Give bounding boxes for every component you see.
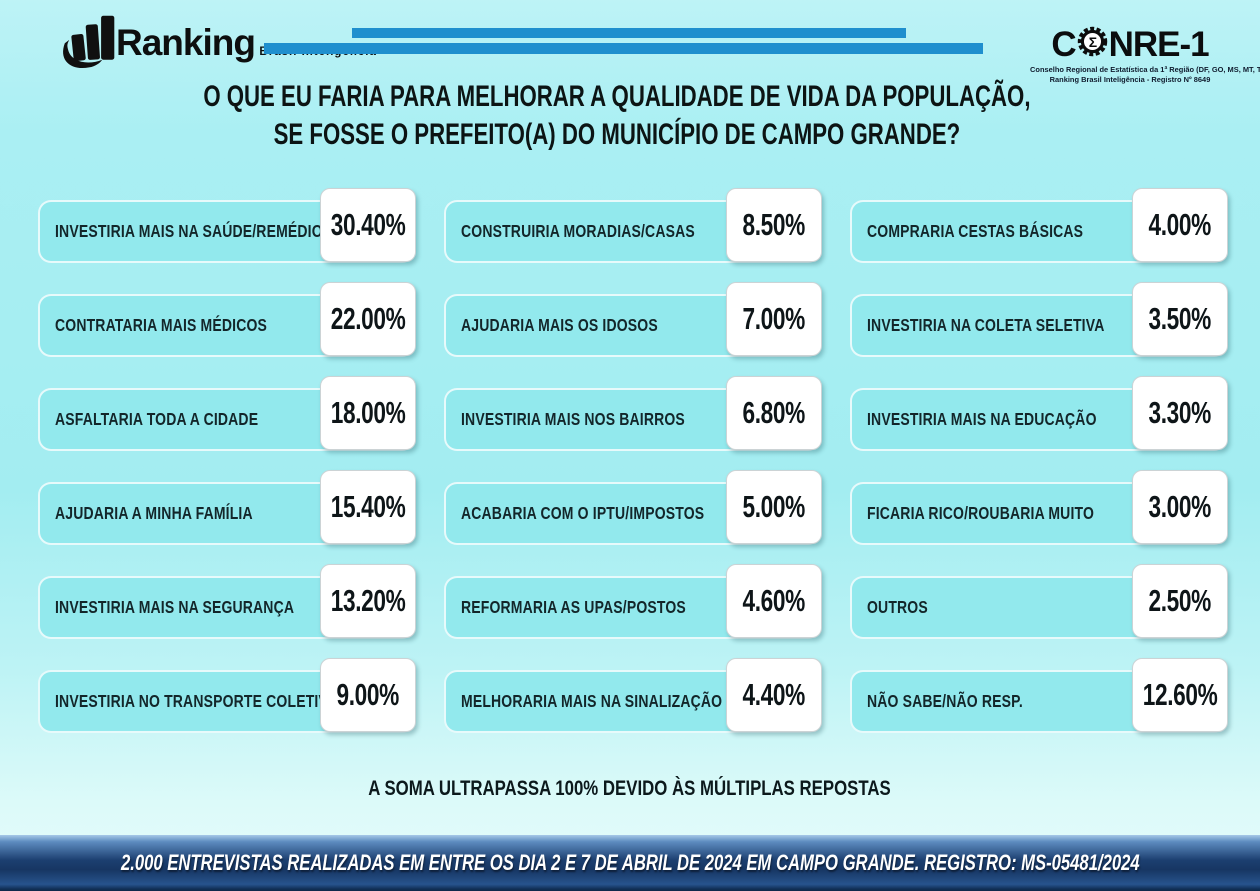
- survey-item-label: COMPRARIA CESTAS BÁSICAS: [867, 221, 1084, 241]
- survey-item: FICARIA RICO/ROUBARIA MUITO 3.00%: [850, 470, 1228, 545]
- decorative-bar-top: [352, 28, 906, 38]
- survey-item-label: ASFALTARIA TODA A CIDADE: [55, 409, 259, 429]
- percent-value: 3.00%: [1148, 489, 1212, 524]
- percent-badge: 13.20%: [320, 564, 416, 638]
- percent-value: 8.50%: [742, 207, 806, 242]
- percent-badge: 4.60%: [726, 564, 822, 638]
- title-line-2: SE FOSSE O PREFEITO(A) DO MUNICÍPIO DE C…: [273, 118, 961, 151]
- percent-badge: 2.50%: [1132, 564, 1228, 638]
- percent-badge: 8.50%: [726, 188, 822, 262]
- percent-badge: 3.00%: [1132, 470, 1228, 544]
- percent-badge: 7.00%: [726, 282, 822, 356]
- percent-value: 4.40%: [742, 677, 806, 712]
- conre-logo-name: C Σ NRE-1: [1028, 26, 1232, 63]
- percent-badge: 9.00%: [320, 658, 416, 732]
- survey-item-label: INVESTIRIA MAIS NOS BAIRROS: [461, 409, 685, 429]
- percent-value: 30.40%: [330, 207, 406, 242]
- ranking-chart-swoosh-icon: [56, 10, 122, 77]
- percent-value: 2.50%: [1148, 583, 1212, 618]
- decorative-bar-bottom: [264, 43, 983, 54]
- survey-item-label: INVESTIRIA MAIS NA SEGURANÇA: [55, 597, 295, 617]
- percent-badge: 5.00%: [726, 470, 822, 544]
- survey-item: INVESTIRIA MAIS NOS BAIRROS 6.80%: [444, 376, 822, 451]
- survey-item: CONSTRUIRIA MORADIAS/CASAS 8.50%: [444, 188, 822, 263]
- percent-badge: 4.40%: [726, 658, 822, 732]
- survey-item-label: INVESTIRIA MAIS NA EDUCAÇÃO: [867, 409, 1097, 429]
- survey-item: INVESTIRIA NA COLETA SELETIVA 3.50%: [850, 282, 1228, 357]
- percent-badge: 4.00%: [1132, 188, 1228, 262]
- survey-item: COMPRARIA CESTAS BÁSICAS 4.00%: [850, 188, 1228, 263]
- survey-item-label: REFORMARIA AS UPAS/POSTOS: [461, 597, 686, 617]
- survey-item-label: OUTROS: [867, 597, 928, 617]
- percent-badge: 22.00%: [320, 282, 416, 356]
- conre-name-left: C: [1051, 25, 1076, 64]
- survey-item-label: NÃO SABE/NÃO RESP.: [867, 691, 1023, 711]
- survey-grid: INVESTIRIA MAIS NA SAÚDE/REMÉDIOS 30.40%…: [38, 188, 1228, 733]
- footer-text: 2.000 ENTREVISTAS REALIZADAS EM ENTRE OS…: [120, 850, 1140, 875]
- survey-item-label: ACABARIA COM O IPTU/IMPOSTOS: [461, 503, 705, 523]
- gear-sigma-icon: Σ: [1077, 26, 1108, 63]
- page-title: O QUE EU FARIA PARA MELHORAR A QUALIDADE…: [0, 78, 1234, 154]
- percent-value: 3.30%: [1148, 395, 1212, 430]
- survey-item-label: CONSTRUIRIA MORADIAS/CASAS: [461, 221, 695, 241]
- title-line-1: O QUE EU FARIA PARA MELHORAR A QUALIDADE…: [203, 80, 1031, 113]
- ranking-logo-title: Ranking: [116, 22, 256, 63]
- survey-item: INVESTIRIA NO TRANSPORTE COLETIVO 9.00%: [38, 658, 416, 733]
- survey-item: INVESTIRIA MAIS NA SEGURANÇA 13.20%: [38, 564, 416, 639]
- survey-item: INVESTIRIA MAIS NA EDUCAÇÃO 3.30%: [850, 376, 1228, 451]
- survey-item: NÃO SABE/NÃO RESP. 12.60%: [850, 658, 1228, 733]
- survey-item: AJUDARIA MAIS OS IDOSOS 7.00%: [444, 282, 822, 357]
- survey-item: INVESTIRIA MAIS NA SAÚDE/REMÉDIOS 30.40%: [38, 188, 416, 263]
- percent-value: 5.00%: [742, 489, 806, 524]
- survey-item-label: INVESTIRIA MAIS NA SAÚDE/REMÉDIOS: [55, 221, 333, 241]
- percent-value: 22.00%: [330, 301, 406, 336]
- survey-item: OUTROS 2.50%: [850, 564, 1228, 639]
- conre-tagline-2: Ranking Brasil Inteligência - Registro N…: [1049, 74, 1211, 84]
- survey-item-label: MELHORARIA MAIS NA SINALIZAÇÃO: [461, 691, 723, 711]
- survey-item: MELHORARIA MAIS NA SINALIZAÇÃO 4.40%: [444, 658, 822, 733]
- survey-item: CONTRATARIA MAIS MÉDICOS 22.00%: [38, 282, 416, 357]
- percent-value: 9.00%: [336, 677, 400, 712]
- percent-value: 18.00%: [330, 395, 406, 430]
- survey-item: ACABARIA COM O IPTU/IMPOSTOS 5.00%: [444, 470, 822, 545]
- percent-value: 3.50%: [1148, 301, 1212, 336]
- footer-bar: 2.000 ENTREVISTAS REALIZADAS EM ENTRE OS…: [0, 835, 1260, 891]
- survey-item-label: INVESTIRIA NA COLETA SELETIVA: [867, 315, 1105, 335]
- survey-item-label: FICARIA RICO/ROUBARIA MUITO: [867, 503, 1095, 523]
- conre-name-right: NRE-1: [1108, 25, 1210, 64]
- percent-badge: 30.40%: [320, 188, 416, 262]
- percent-value: 4.00%: [1148, 207, 1212, 242]
- percent-badge: 15.40%: [320, 470, 416, 544]
- percent-value: 13.20%: [330, 583, 406, 618]
- survey-item-label: AJUDARIA MAIS OS IDOSOS: [461, 315, 658, 335]
- survey-item-label: AJUDARIA A MINHA FAMÍLIA: [55, 503, 253, 523]
- percent-value: 6.80%: [742, 395, 806, 430]
- survey-item: REFORMARIA AS UPAS/POSTOS 4.60%: [444, 564, 822, 639]
- svg-text:Σ: Σ: [1088, 34, 1096, 50]
- percent-badge: 3.30%: [1132, 376, 1228, 450]
- percent-badge: 12.60%: [1132, 658, 1228, 732]
- percent-badge: 3.50%: [1132, 282, 1228, 356]
- conre-logo: C Σ NRE-1 Conselho Regional de Estatísti…: [1028, 26, 1260, 85]
- survey-item-label: INVESTIRIA NO TRANSPORTE COLETIVO: [55, 691, 340, 711]
- percent-value: 12.60%: [1142, 677, 1218, 712]
- survey-item-label: CONTRATARIA MAIS MÉDICOS: [55, 315, 268, 335]
- percent-value: 15.40%: [330, 489, 406, 524]
- percent-value: 4.60%: [742, 583, 806, 618]
- percent-badge: 18.00%: [320, 376, 416, 450]
- conre-tagline-1: Conselho Regional de Estatística da 1ª R…: [1030, 65, 1260, 74]
- percent-value: 7.00%: [742, 301, 806, 336]
- survey-item: ASFALTARIA TODA A CIDADE 18.00%: [38, 376, 416, 451]
- percent-badge: 6.80%: [726, 376, 822, 450]
- sum-note: A SOMA ULTRAPASSA 100% DEVIDO ÀS MÚLTIPL…: [368, 777, 892, 800]
- survey-item: AJUDARIA A MINHA FAMÍLIA 15.40%: [38, 470, 416, 545]
